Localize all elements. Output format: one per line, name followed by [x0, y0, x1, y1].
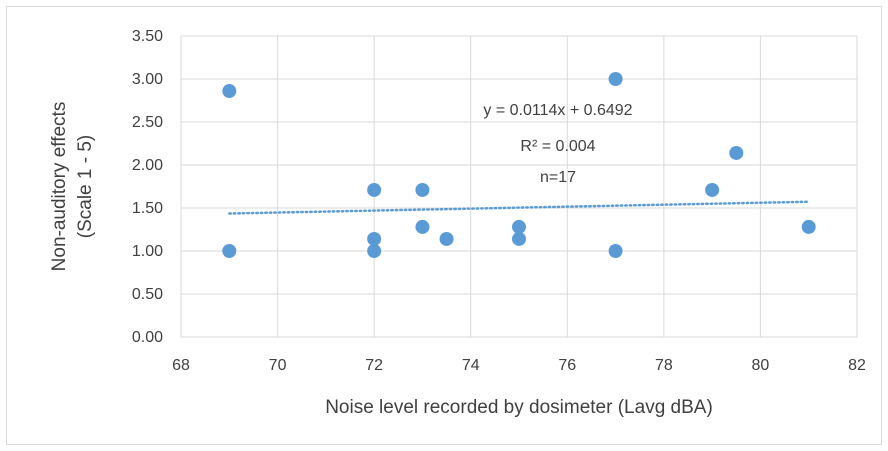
y-tick-label: 1.50 — [132, 200, 163, 217]
y-tick-label: 3.50 — [132, 28, 163, 45]
y-tick-label: 0.50 — [132, 286, 163, 303]
annotations: y = 0.0114x + 0.6492 R² = 0.004 n=17 — [483, 102, 632, 186]
y-tick-label: 0.00 — [132, 329, 163, 346]
data-point — [801, 219, 816, 234]
data-point — [222, 244, 237, 258]
trendline-annotation: y = 0.0114x + 0.6492 — [483, 102, 632, 119]
data-point — [367, 244, 382, 258]
y-tick-label: 3.00 — [132, 71, 163, 88]
data-point — [415, 219, 430, 234]
data-point — [608, 244, 623, 258]
y-axis-title-line-2: (Scale 1 - 5) — [75, 135, 96, 238]
x-tick-label: 74 — [462, 357, 480, 374]
x-tick-label: 78 — [655, 357, 673, 374]
data-point — [729, 145, 744, 160]
data-point — [608, 72, 623, 86]
trendline — [228, 200, 810, 215]
y-tick-label: 1.00 — [132, 243, 163, 260]
data-point — [512, 231, 526, 246]
data-point — [415, 182, 430, 197]
trendline-annotation: n=17 — [540, 169, 576, 186]
x-axis-title: Noise level recorded by dosimeter (Lavg … — [325, 397, 713, 418]
x-tick-label: 68 — [172, 357, 190, 374]
trendline-group — [228, 200, 810, 215]
points-group — [222, 72, 816, 258]
x-axis-ticks: 68 70 72 74 76 78 80 82 — [172, 357, 866, 374]
scatter-chart: 0.00 0.50 1.00 1.50 2.00 2.50 3.00 3.50 68 70 72 7… — [49, 28, 866, 418]
x-tick-label: 72 — [365, 357, 383, 374]
data-point — [439, 231, 454, 246]
data-point — [512, 219, 526, 234]
y-tick-label: 2.50 — [132, 114, 163, 131]
x-tick-label: 80 — [752, 357, 770, 374]
data-point — [222, 84, 237, 99]
data-point — [367, 231, 382, 246]
y-axis-title-line-1: Non-auditory effects — [49, 102, 70, 272]
chart-frame: 0.00 0.50 1.00 1.50 2.00 2.50 3.00 3.50 68 70 72 7… — [6, 6, 882, 445]
y-axis-ticks: 0.00 0.50 1.00 1.50 2.00 2.50 3.00 3.50 — [132, 28, 163, 346]
data-point — [705, 182, 720, 197]
grid — [180, 35, 858, 338]
y-tick-label: 2.00 — [132, 157, 163, 174]
data-point — [367, 182, 382, 197]
x-tick-label: 82 — [848, 357, 866, 374]
x-tick-label: 76 — [558, 357, 576, 374]
trendline-annotation: R² = 0.004 — [520, 138, 595, 155]
x-tick-label: 70 — [269, 357, 287, 374]
